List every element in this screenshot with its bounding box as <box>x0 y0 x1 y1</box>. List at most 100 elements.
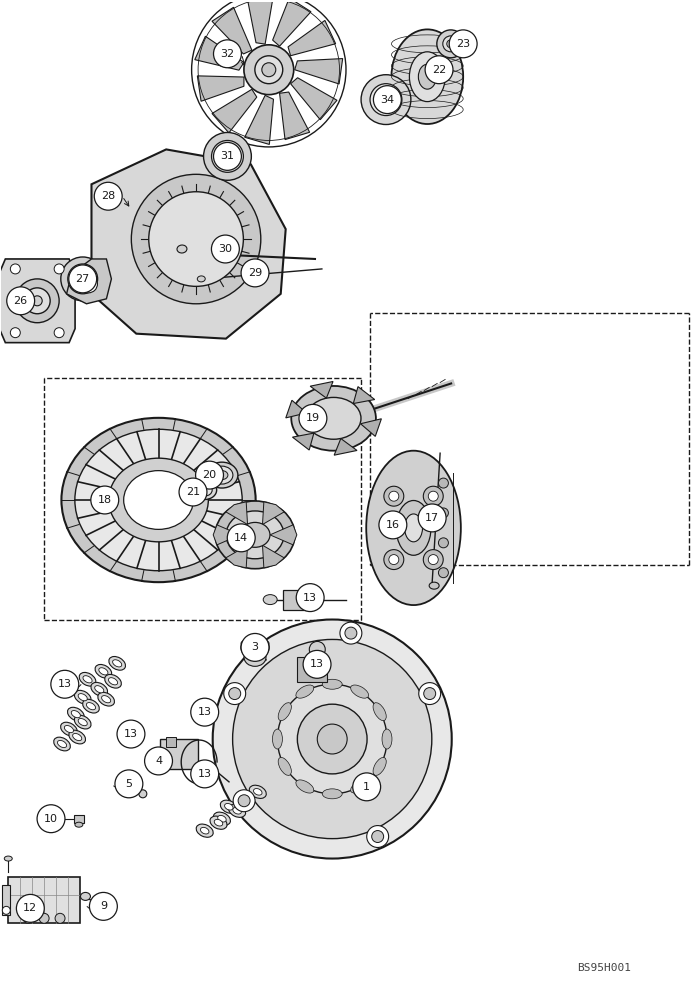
Ellipse shape <box>24 288 51 314</box>
Ellipse shape <box>370 84 402 116</box>
Circle shape <box>91 486 119 514</box>
Ellipse shape <box>373 757 386 775</box>
Polygon shape <box>226 502 248 525</box>
Polygon shape <box>262 545 284 568</box>
Text: 19: 19 <box>306 413 320 423</box>
Ellipse shape <box>273 729 282 749</box>
Text: 13: 13 <box>58 679 72 689</box>
Ellipse shape <box>405 514 423 542</box>
Ellipse shape <box>439 508 448 518</box>
Polygon shape <box>334 439 357 455</box>
Ellipse shape <box>244 45 293 95</box>
Text: 3: 3 <box>251 642 259 652</box>
Bar <box>166 737 176 747</box>
Polygon shape <box>361 419 381 436</box>
Ellipse shape <box>220 800 237 813</box>
Ellipse shape <box>306 397 361 439</box>
Circle shape <box>303 650 331 678</box>
Text: 16: 16 <box>386 520 400 530</box>
Ellipse shape <box>197 484 212 496</box>
Circle shape <box>449 30 477 58</box>
Ellipse shape <box>439 478 448 488</box>
Ellipse shape <box>439 568 448 578</box>
Circle shape <box>89 892 118 920</box>
Ellipse shape <box>33 296 42 306</box>
Ellipse shape <box>10 264 20 274</box>
Circle shape <box>296 584 324 612</box>
Ellipse shape <box>419 683 441 705</box>
Ellipse shape <box>233 639 432 839</box>
Bar <box>2 885 10 915</box>
Circle shape <box>145 747 172 775</box>
Polygon shape <box>288 20 336 56</box>
Ellipse shape <box>263 595 277 605</box>
Circle shape <box>212 235 239 263</box>
Polygon shape <box>270 525 297 545</box>
Ellipse shape <box>213 812 230 825</box>
Ellipse shape <box>317 724 347 754</box>
Polygon shape <box>245 95 273 144</box>
Text: 13: 13 <box>198 769 212 779</box>
Ellipse shape <box>2 906 10 914</box>
Ellipse shape <box>54 737 71 751</box>
Ellipse shape <box>429 582 439 589</box>
Ellipse shape <box>298 704 367 774</box>
Ellipse shape <box>226 511 284 559</box>
Polygon shape <box>247 0 273 44</box>
Circle shape <box>37 805 65 833</box>
Ellipse shape <box>212 140 244 172</box>
Ellipse shape <box>212 620 452 859</box>
Ellipse shape <box>75 429 242 571</box>
Text: 18: 18 <box>98 495 112 505</box>
Circle shape <box>51 670 79 698</box>
Circle shape <box>374 86 401 114</box>
Text: 17: 17 <box>425 513 439 523</box>
Ellipse shape <box>278 757 291 775</box>
Ellipse shape <box>57 740 66 748</box>
Ellipse shape <box>244 648 266 666</box>
Ellipse shape <box>239 795 248 802</box>
Text: 4: 4 <box>155 756 162 766</box>
Text: 31: 31 <box>221 151 235 161</box>
Ellipse shape <box>228 804 246 817</box>
Ellipse shape <box>428 491 438 501</box>
Text: 12: 12 <box>24 903 37 913</box>
Polygon shape <box>66 259 111 304</box>
Text: 23: 23 <box>456 39 471 49</box>
Ellipse shape <box>131 174 261 304</box>
Ellipse shape <box>447 40 455 48</box>
Text: 10: 10 <box>44 814 58 824</box>
Ellipse shape <box>291 386 376 451</box>
Ellipse shape <box>75 822 83 827</box>
Polygon shape <box>213 525 240 545</box>
Ellipse shape <box>249 785 266 798</box>
Circle shape <box>379 511 407 539</box>
Ellipse shape <box>296 780 313 793</box>
Ellipse shape <box>149 192 244 286</box>
Circle shape <box>191 698 219 726</box>
Text: 27: 27 <box>75 274 90 284</box>
Ellipse shape <box>139 790 147 798</box>
Ellipse shape <box>104 674 121 688</box>
Ellipse shape <box>437 30 465 58</box>
Polygon shape <box>291 78 337 120</box>
Circle shape <box>17 894 44 922</box>
Ellipse shape <box>124 471 193 529</box>
Ellipse shape <box>216 471 228 480</box>
Ellipse shape <box>351 685 369 698</box>
Ellipse shape <box>197 276 206 282</box>
Ellipse shape <box>361 75 411 125</box>
Ellipse shape <box>86 703 95 710</box>
Ellipse shape <box>54 264 64 274</box>
Ellipse shape <box>233 807 242 814</box>
Polygon shape <box>286 400 307 418</box>
Circle shape <box>117 720 145 748</box>
Polygon shape <box>295 59 343 84</box>
Ellipse shape <box>367 826 389 847</box>
Circle shape <box>299 404 327 432</box>
Ellipse shape <box>75 271 91 287</box>
Ellipse shape <box>64 725 73 733</box>
Bar <box>298 657 327 682</box>
Text: 32: 32 <box>220 49 235 59</box>
Circle shape <box>241 633 269 661</box>
